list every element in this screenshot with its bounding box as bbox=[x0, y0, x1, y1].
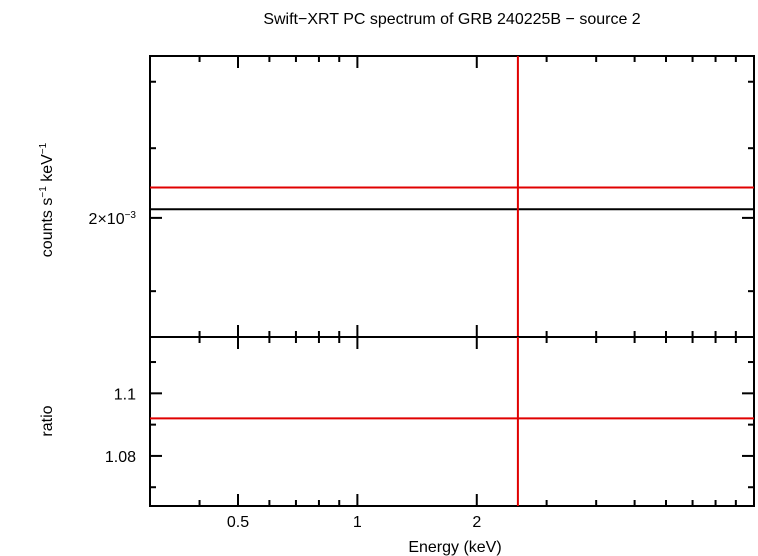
spectrum-plot-frame bbox=[149, 55, 755, 338]
x-tick-label: 0.5 bbox=[227, 514, 249, 531]
ratio-y-tick-labels: 1.08 1.1 bbox=[105, 386, 136, 466]
chart-title: Swift−XRT PC spectrum of GRB 240225B − s… bbox=[263, 11, 640, 28]
spectrum-y-tick-labels: 2×10−3 bbox=[89, 210, 137, 228]
x-tick-label: 1 bbox=[353, 514, 362, 531]
spectrum-axis-ticks bbox=[149, 56, 755, 337]
ratio-y-axis-label: ratio bbox=[39, 405, 56, 436]
ratio-plot-frame bbox=[149, 336, 755, 507]
y-tick-label: 1.1 bbox=[114, 386, 136, 403]
spectrum-y-axis-label: counts s−1 keV−1 bbox=[38, 142, 56, 257]
x-tick-label: 2 bbox=[472, 514, 481, 531]
spectrum-panel: 2×10−3 counts s−1 keV−1 bbox=[38, 55, 755, 338]
y-tick-label: 1.08 bbox=[105, 449, 136, 466]
spectrum-series bbox=[150, 56, 754, 337]
ratio-axis-ticks bbox=[149, 337, 755, 506]
ratio-series bbox=[150, 337, 754, 506]
y-tick-label: 2×10−3 bbox=[89, 210, 137, 228]
ratio-x-tick-labels: 0.5 1 2 bbox=[227, 514, 481, 531]
ratio-panel: 1.08 1.1 0.5 1 2 ratio Energy (keV) bbox=[39, 336, 755, 556]
x-axis-label: Energy (keV) bbox=[408, 539, 501, 556]
